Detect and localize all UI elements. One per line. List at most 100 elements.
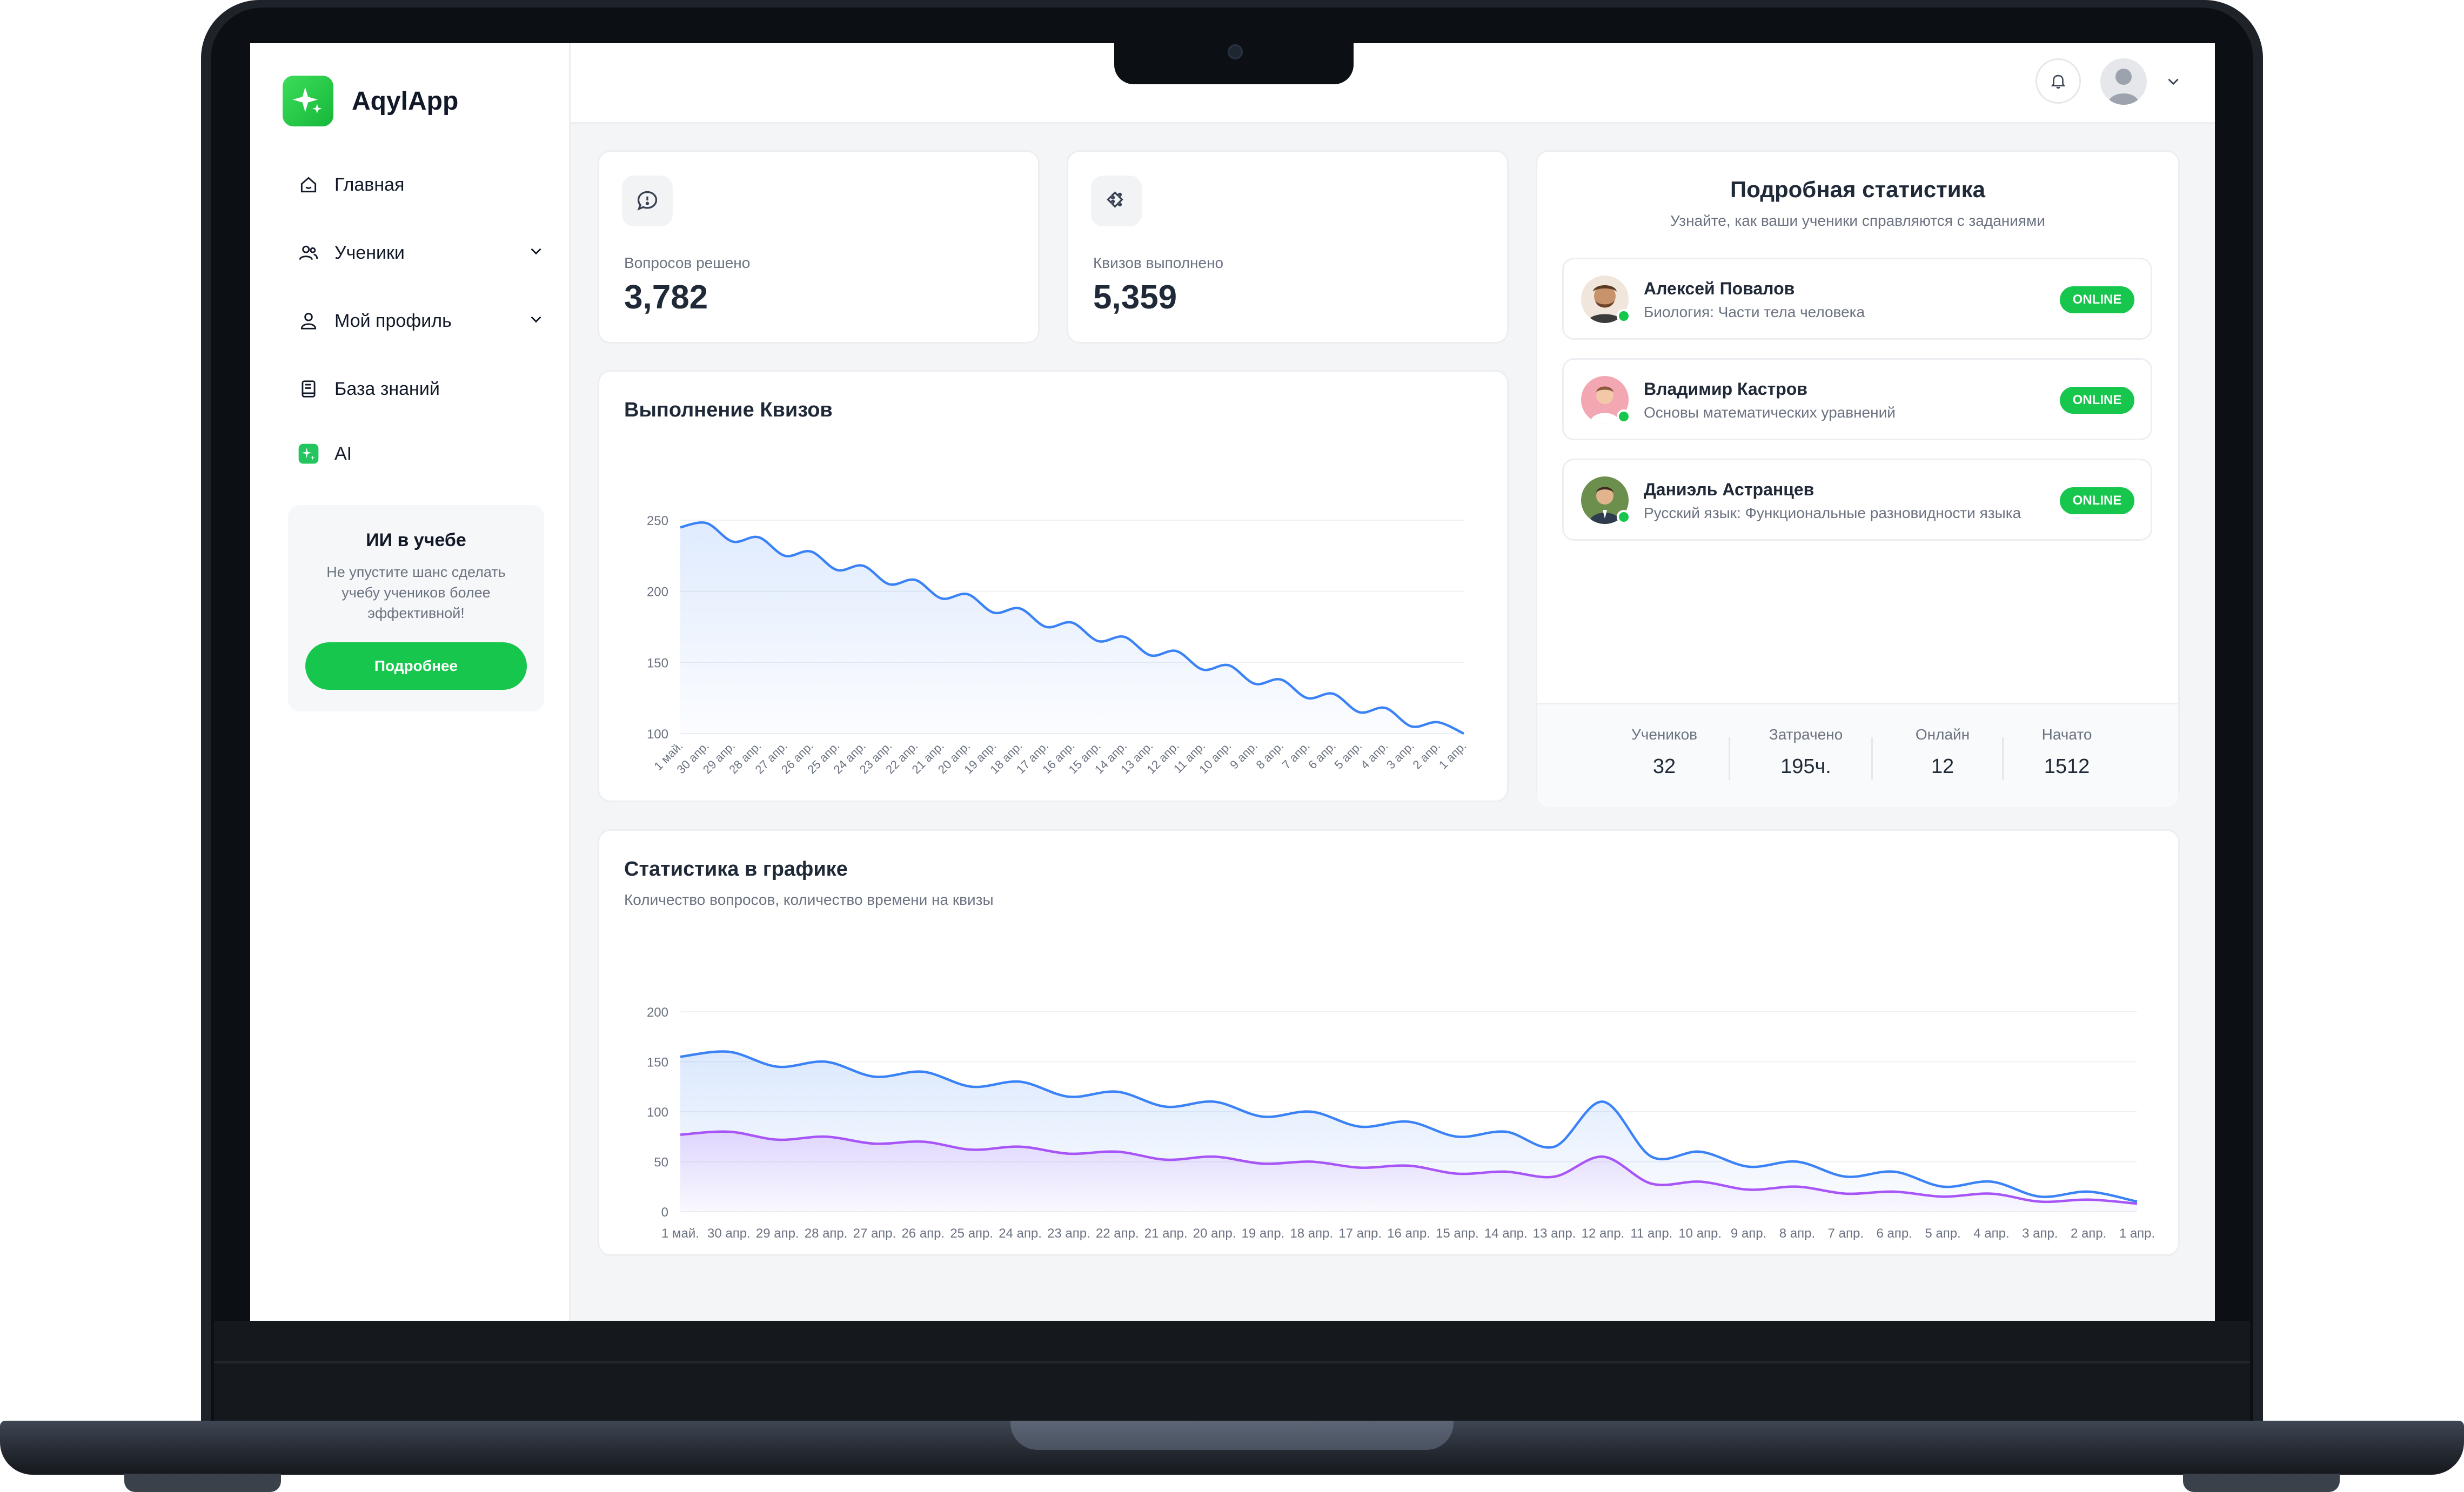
app-name: AqylApp [352, 87, 459, 116]
summary-value: 195ч. [1780, 755, 1831, 778]
laptop-bezel-line [214, 1361, 2250, 1363]
summary-bar: Учеников 32 Затрачено 195ч. Онлайн 12 На… [1537, 703, 2178, 807]
summary-value: 32 [1652, 755, 1676, 778]
divider [1729, 737, 1730, 780]
student-name: Алексей Повалов [1644, 279, 1795, 298]
summary-label: Онлайн [1915, 726, 1970, 743]
divider [1871, 737, 1873, 780]
questions-solved-card: Вопросов решено 3,782 [598, 150, 1040, 344]
summary-label: Затрачено [1769, 726, 1843, 743]
x-tick-label: 3 апр. [1384, 739, 1417, 772]
sidebar-item-label: Главная [334, 174, 405, 195]
x-tick-label: 9 апр. [1227, 739, 1260, 772]
sidebar-item-students[interactable]: Ученики [297, 237, 545, 269]
x-tick-label: 3 апр. [2022, 1226, 2058, 1241]
x-tick-label: 12 апр. [1582, 1226, 1625, 1241]
sidebar-item-label: База знаний [334, 378, 440, 399]
student-name: Владимир Кастров [1644, 379, 1807, 399]
sidebar-item-label: AI [334, 443, 352, 464]
x-tick-label: 27 апр. [853, 1226, 896, 1241]
y-tick-label: 100 [647, 727, 668, 742]
sidebar: AqylApp Главная Ученики Мой профиль [250, 43, 571, 1321]
summary-label: Учеников [1631, 726, 1698, 743]
x-tick-label: 29 апр. [756, 1226, 799, 1241]
student-course: Основы математических уравнений [1644, 404, 1896, 421]
student-course: Русский язык: Функциональные разновиднос… [1644, 505, 2021, 521]
y-tick-label: 150 [647, 656, 668, 670]
y-tick-label: 0 [661, 1205, 668, 1220]
x-tick-label: 18 апр. [1290, 1226, 1333, 1241]
top-bar [571, 43, 2215, 124]
user-icon [297, 309, 320, 333]
chevron-down-icon[interactable] [527, 242, 545, 265]
card-subtitle: Количество вопросов, количество времени … [624, 891, 994, 908]
card-title: Подробная статистика [1730, 177, 1985, 202]
student-row[interactable]: Алексей Повалов Биология: Части тела чел… [1562, 258, 2152, 340]
summary-started: Начато 1512 [2007, 726, 2126, 778]
x-tick-label: 14 апр. [1484, 1226, 1528, 1241]
x-tick-label: 7 апр. [1828, 1226, 1864, 1241]
online-indicator [1617, 510, 1631, 524]
sidebar-item-home[interactable]: Главная [297, 169, 545, 201]
y-tick-label: 250 [647, 514, 668, 528]
student-row[interactable]: Владимир Кастров Основы математических у… [1562, 358, 2152, 440]
x-tick-label: 2 апр. [2071, 1226, 2106, 1241]
chevron-down-icon[interactable] [2164, 72, 2182, 93]
quiz-completion-card: Выполнение Квизов 100 150 200 250 1 май. 30 а… [598, 370, 1509, 802]
x-tick-label: 26 апр. [901, 1226, 945, 1241]
summary-students: Учеников 32 [1605, 726, 1724, 778]
x-tick-label: 5 апр. [1332, 739, 1365, 772]
card-title: Статистика в графике [624, 858, 848, 881]
statistics-graph-card: Статистика в графике Количество вопросов… [598, 829, 2180, 1256]
x-tick-label: 19 апр. [1242, 1226, 1285, 1241]
x-tick-label: 1 апр. [2119, 1226, 2155, 1241]
student-name: Даниэль Астранцев [1644, 480, 1814, 499]
x-tick-label: 6 апр. [1876, 1226, 1912, 1241]
x-tick-label: 8 апр. [1254, 739, 1287, 772]
stat-label: Квизов выполнено [1093, 254, 1224, 271]
y-tick-label: 100 [647, 1105, 668, 1120]
app-logo[interactable] [283, 76, 333, 126]
status-badge: ONLINE [2060, 487, 2134, 514]
x-tick-label: 21 апр. [1144, 1226, 1188, 1241]
series-line [680, 1050, 2138, 1203]
x-tick-label: 24 апр. [999, 1226, 1042, 1241]
laptop-foot-right [2183, 1474, 2340, 1492]
x-tick-label: 6 апр. [1305, 739, 1338, 772]
x-tick-label: 16 апр. [1387, 1226, 1430, 1241]
y-tick-label: 50 [654, 1155, 668, 1170]
promo-title: ИИ в учебе [366, 530, 466, 550]
sidebar-item-ai[interactable]: AI [297, 438, 545, 470]
x-tick-label: 1 май. [661, 1226, 699, 1241]
laptop-bottom-bezel [214, 1321, 2250, 1423]
x-tick-label: 11 апр. [1630, 1226, 1672, 1241]
x-tick-label: 10 апр. [1678, 1226, 1722, 1241]
series-area [680, 1131, 2137, 1212]
summary-label: Начато [2041, 726, 2092, 743]
avatar[interactable] [2100, 58, 2147, 105]
book-icon [297, 377, 320, 401]
summary-spent: Затрачено 195ч. [1746, 726, 1865, 778]
x-tick-label: 1 апр. [1436, 739, 1469, 772]
notifications-button[interactable] [2036, 58, 2081, 104]
laptop-hinge-notch [1010, 1421, 1454, 1450]
sidebar-item-knowledge-base[interactable]: База знаний [297, 373, 545, 405]
avatar [1581, 476, 1629, 524]
student-row[interactable]: Даниэль Астранцев Русский язык: Функцион… [1562, 459, 2152, 541]
learn-more-button[interactable]: Подробнее [305, 642, 527, 690]
card-title: Выполнение Квизов [624, 399, 833, 421]
online-indicator [1617, 409, 1631, 424]
x-tick-label: 13 апр. [1533, 1226, 1576, 1241]
bell-icon [2051, 75, 2066, 89]
puzzle-icon [1091, 176, 1142, 226]
sidebar-item-label: Ученики [334, 242, 405, 263]
sidebar-item-profile[interactable]: Мой профиль [297, 305, 545, 337]
sparkle-icon [292, 87, 322, 114]
statistics-chart: 0 50 100 150 200 1 май. 30 апр. 29 апр. 28 апр. 2… [647, 1005, 2155, 1241]
chevron-down-icon[interactable] [527, 310, 545, 333]
stat-value: 5,359 [1093, 279, 1177, 316]
sidebar-item-label: Мой профиль [334, 310, 452, 331]
home-icon [297, 173, 320, 197]
x-tick-label: 9 апр. [1731, 1226, 1766, 1241]
